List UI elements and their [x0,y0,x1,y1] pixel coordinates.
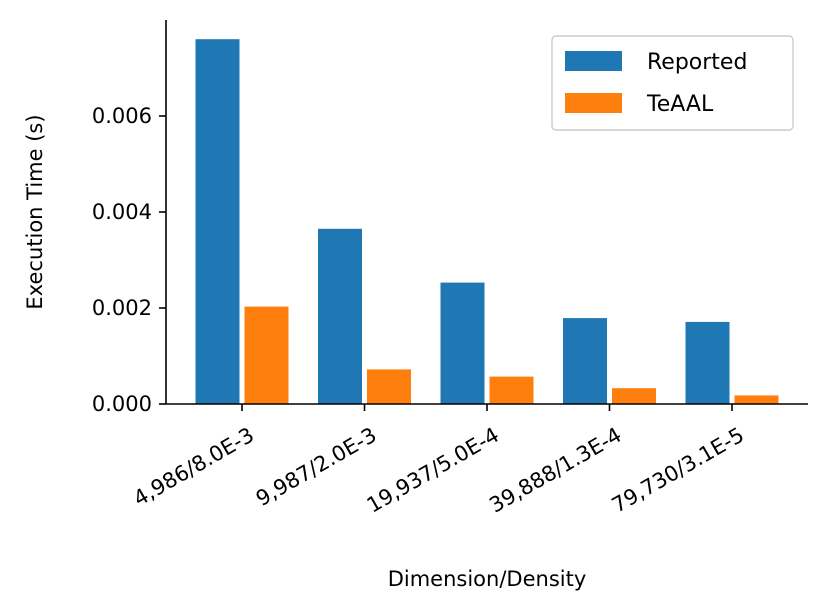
bar-reported-2 [440,282,485,404]
bar-teaal-3 [612,388,656,404]
y-axis-label: Execution Time (s) [23,114,47,309]
y-tick-label: 0.004 [92,200,152,224]
legend-swatch-reported [565,51,622,71]
legend: Reported TeAAL [551,35,794,131]
bars-group [195,39,779,404]
y-tick-label: 0.000 [92,392,152,416]
x-tick-label: 39,888/1.3E-4 [485,423,625,518]
x-tick-label: 9,987/2.0E-3 [252,423,381,511]
x-tick-label: 79,730/3.1E-5 [608,423,748,518]
legend-label-reported: Reported [647,50,747,75]
bar-teaal-4 [734,395,779,404]
y-tick-label: 0.006 [92,104,152,128]
bar-reported-4 [685,321,730,404]
bar-reported-1 [318,228,362,404]
x-axis-ticks: 4,986/8.0E-39,987/2.0E-319,937/5.0E-439,… [129,404,748,518]
bar-teaal-1 [367,369,411,404]
bar-reported-3 [563,318,607,404]
legend-swatch-teaal [565,93,622,113]
bar-reported-0 [195,39,240,404]
x-tick-label: 4,986/8.0E-3 [129,423,258,511]
y-tick-label: 0.002 [92,296,152,320]
y-axis-ticks: 0.000 0.002 0.004 0.006 [92,104,166,416]
legend-label-teaal: TeAAL [646,92,714,117]
x-axis-label: Dimension/Density [388,567,587,591]
x-tick-label: 19,937/5.0E-4 [363,423,503,518]
bar-teaal-0 [244,306,289,404]
bar-teaal-2 [489,376,534,404]
